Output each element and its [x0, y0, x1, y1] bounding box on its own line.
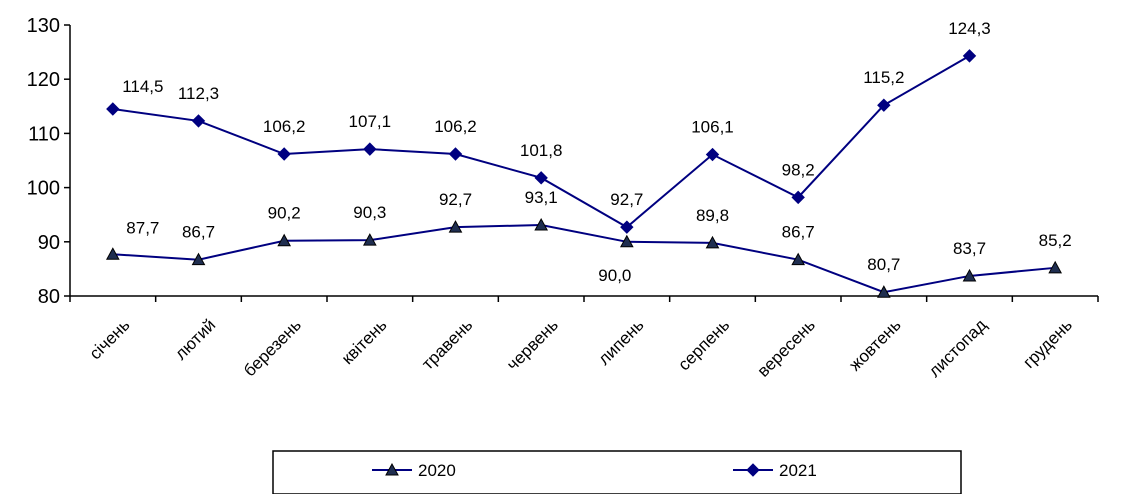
data-point-diamond [877, 98, 891, 112]
x-category-label: січень [86, 315, 134, 363]
data-point-triangle [277, 233, 292, 247]
x-category-label: грудень [1019, 315, 1076, 372]
data-label: 114,5 [122, 77, 163, 96]
data-label: 93,1 [525, 188, 558, 207]
x-category-label: листопад [925, 315, 990, 380]
data-label: 106,2 [434, 117, 477, 136]
data-label: 87,7 [126, 218, 159, 237]
data-point-diamond [106, 102, 120, 116]
data-label: 92,7 [610, 190, 643, 209]
data-point-diamond [620, 220, 634, 234]
data-label: 98,2 [782, 160, 815, 179]
data-point-diamond [191, 114, 206, 128]
series-line-2020 [112, 223, 1056, 294]
y-tick-label: 110 [28, 123, 60, 145]
data-point-diamond [705, 147, 720, 162]
series-markers [105, 49, 1063, 298]
data-label: 115,2 [863, 68, 904, 87]
legend-box [272, 450, 962, 494]
data-point-triangle [619, 234, 634, 248]
y-tick-labels: 80 90 100 110 120 130 [27, 15, 60, 308]
axes [64, 24, 1099, 302]
series-lines [112, 55, 1056, 294]
data-point-triangle [705, 235, 720, 249]
y-tick-label: 80 [38, 286, 60, 308]
x-category-label: березень [240, 315, 305, 380]
x-category-label: червень [503, 315, 562, 374]
data-point-triangle [791, 252, 806, 266]
data-label: 90,0 [598, 266, 631, 285]
data-point-triangle [1048, 260, 1063, 274]
x-category-label: липень [594, 315, 647, 368]
data-point-triangle [448, 220, 463, 233]
data-label: 107,1 [349, 112, 392, 131]
x-category-label: травень [418, 315, 476, 373]
data-point-triangle [385, 462, 399, 476]
data-point-diamond [746, 463, 760, 477]
data-point-triangle [534, 217, 549, 231]
data-label: 106,2 [263, 117, 306, 136]
x-category-label: жовтень [845, 315, 904, 374]
data-point-diamond [363, 142, 377, 156]
data-point-triangle [362, 233, 377, 246]
x-category-label: вересень [754, 315, 819, 380]
data-label: 101,8 [520, 141, 563, 160]
data-point-diamond [534, 171, 548, 185]
data-point-diamond [448, 147, 463, 161]
x-category-label: квітень [338, 315, 391, 368]
data-labels: 87,7 86,7 90,2 90,3 92,7 93,1 90,0 89,8 86,7 80,7… [122, 19, 1072, 285]
legend-label: 2021 [779, 461, 817, 480]
data-label: 86,7 [782, 223, 815, 242]
data-label: 90,3 [353, 203, 386, 222]
x-category-label: лютий [171, 315, 219, 363]
y-tick-label: 100 [27, 178, 60, 200]
legend-items: 2020 2021 [372, 461, 817, 480]
data-point-diamond [791, 190, 805, 205]
data-label: 86,7 [182, 223, 215, 242]
data-label: 92,7 [439, 190, 472, 209]
y-tick-label: 90 [38, 232, 60, 254]
data-label: 106,1 [691, 118, 734, 137]
data-label: 80,7 [867, 255, 900, 274]
data-label: 85,2 [1039, 231, 1072, 250]
legend-label: 2020 [418, 461, 456, 480]
data-label: 124,3 [948, 19, 991, 38]
data-point-diamond [962, 49, 977, 63]
x-category-label: серпень [674, 315, 733, 374]
data-point-triangle [962, 268, 977, 282]
x-category-labels: січень лютий березень квітень травень червень… [86, 315, 1076, 381]
data-point-triangle [191, 252, 206, 266]
data-label: 83,7 [953, 239, 986, 258]
data-label: 112,3 [178, 84, 219, 103]
data-label: 90,2 [268, 204, 301, 223]
data-point-diamond [277, 147, 291, 161]
data-point-triangle [876, 285, 891, 298]
legend: 2020 2021 [272, 450, 962, 494]
data-label: 89,8 [696, 206, 729, 225]
data-point-triangle [105, 247, 120, 260]
y-tick-label: 120 [27, 69, 60, 91]
y-tick-label: 130 [27, 15, 60, 37]
